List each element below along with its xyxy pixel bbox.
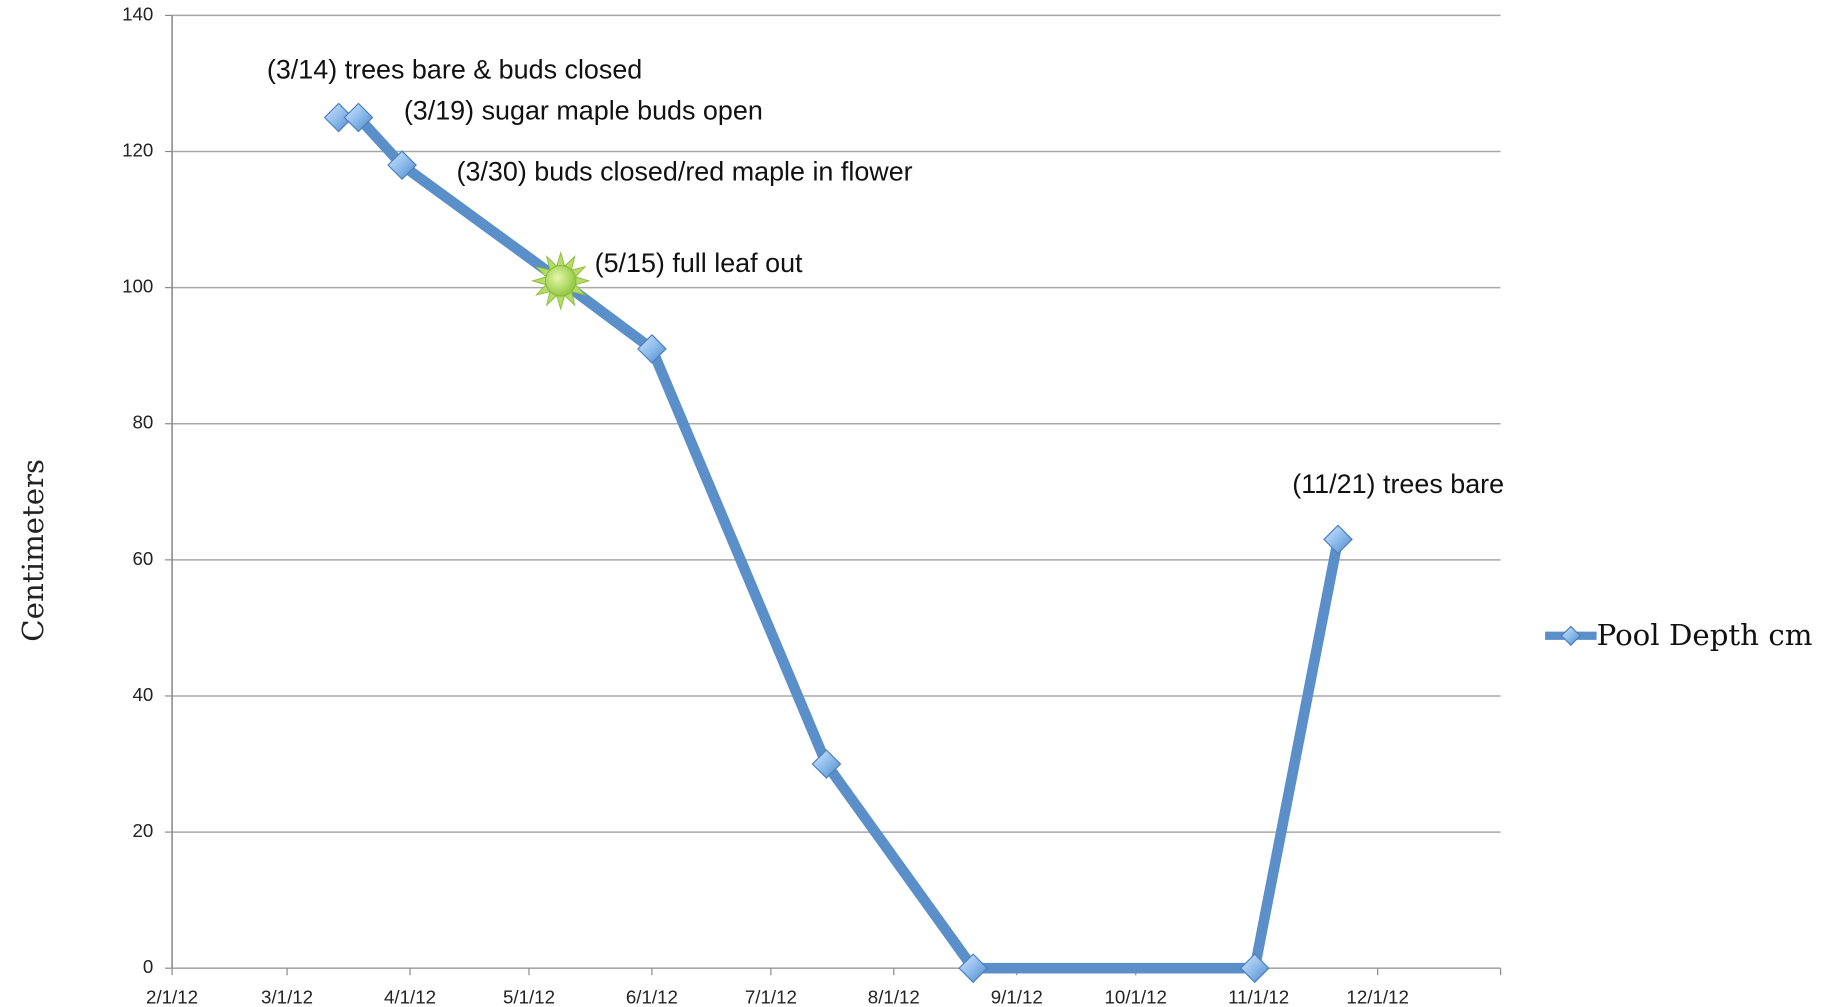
marker bbox=[530, 251, 591, 311]
marker bbox=[1560, 625, 1582, 646]
y-axis-label: Centimeters bbox=[16, 459, 50, 642]
annotation: (3/14) trees bare & buds closed bbox=[267, 55, 642, 85]
marker bbox=[387, 150, 417, 180]
series-line bbox=[338, 112, 1344, 974]
annotation: (11/21) trees bare bbox=[1292, 469, 1504, 499]
marker bbox=[343, 102, 374, 133]
x-tick-label: 5/1/12 bbox=[503, 987, 555, 1007]
y-tick-label: 80 bbox=[133, 412, 154, 433]
y-tick-label: 140 bbox=[122, 3, 153, 24]
x-tick-label: 7/1/12 bbox=[745, 987, 797, 1007]
x-tick-label: 11/1/12 bbox=[1228, 987, 1289, 1007]
marker bbox=[323, 102, 354, 133]
marker bbox=[637, 334, 667, 364]
x-tick-label: 8/1/12 bbox=[868, 987, 920, 1007]
marker bbox=[1239, 953, 1270, 984]
y-tick-label: 40 bbox=[133, 684, 154, 705]
y-tick-label: 120 bbox=[122, 139, 153, 160]
y-tick-label: 0 bbox=[143, 956, 153, 977]
x-tick-label: 3/1/12 bbox=[261, 987, 313, 1007]
annotation: (5/15) full leaf out bbox=[595, 248, 803, 278]
y-tick-label: 20 bbox=[133, 820, 154, 841]
y-tick-label: 100 bbox=[122, 276, 153, 297]
x-tick-label: 12/1/12 bbox=[1346, 987, 1408, 1007]
annotation: (3/30) buds closed/red maple in flower bbox=[457, 157, 913, 187]
x-tick-label: 6/1/12 bbox=[626, 987, 678, 1007]
y-tick-label: 60 bbox=[133, 548, 154, 569]
legend-label: Pool Depth cm bbox=[1597, 618, 1813, 652]
x-tick-label: 4/1/12 bbox=[384, 987, 436, 1007]
x-tick-label: 10/1/12 bbox=[1105, 987, 1167, 1007]
annotation: (3/19) sugar maple buds open bbox=[404, 96, 763, 126]
marker bbox=[958, 953, 989, 984]
x-tick-label: 2/1/12 bbox=[146, 987, 198, 1007]
sun-rays bbox=[530, 251, 591, 311]
marker bbox=[1323, 524, 1353, 555]
x-tick-label: 9/1/12 bbox=[991, 987, 1043, 1007]
sun-disc bbox=[544, 265, 577, 297]
marker bbox=[811, 749, 842, 779]
